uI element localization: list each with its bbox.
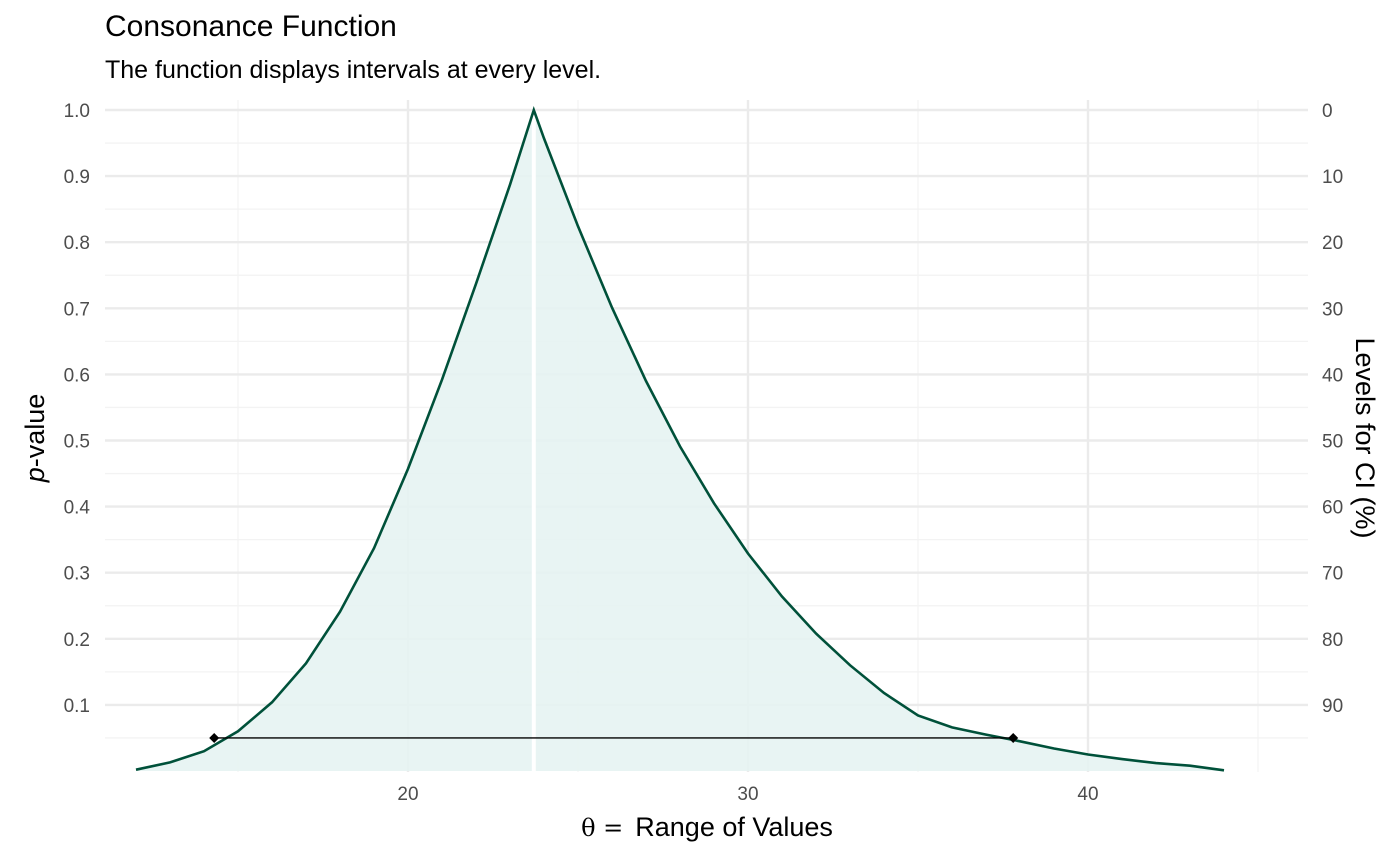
y-axis-title: p-value [20, 394, 50, 484]
y-tick-label: 0.6 [64, 365, 90, 386]
x-tick-label: 20 [397, 784, 418, 805]
x-axis-ticks: 20 30 40 [397, 784, 1098, 805]
x-tick-label: 40 [1077, 784, 1098, 805]
interval-lower-point [209, 732, 220, 743]
y2-axis-ticks: 0 10 20 30 40 50 60 70 80 90 [1322, 101, 1343, 717]
y-axis-title-rest: -value [20, 394, 50, 468]
interval-upper-point [1008, 732, 1019, 743]
y-tick-label: 0.3 [64, 564, 90, 585]
y-axis-ticks: 0.1 0.2 0.3 0.4 0.5 0.6 0.7 0.8 0.9 1.0 [64, 101, 91, 717]
consonance-curve [135, 105, 1225, 772]
interval-points [209, 732, 1019, 743]
y2-tick-label: 10 [1322, 167, 1343, 188]
y2-tick-label: 20 [1322, 233, 1343, 254]
chart-subtitle: The function displays intervals at every… [105, 56, 602, 84]
y2-tick-label: 60 [1322, 498, 1343, 519]
x-axis-title-text: Range of Values [635, 812, 833, 842]
y-tick-label: 0.7 [64, 299, 90, 320]
theta-symbol: θ = [581, 814, 623, 842]
y-tick-label: 0.5 [64, 432, 90, 453]
y2-tick-label: 50 [1322, 432, 1343, 453]
y-tick-label: 0.4 [64, 498, 91, 519]
y-tick-label: 0.8 [64, 233, 90, 254]
y2-axis-title: Levels for CI (%) [1350, 337, 1380, 538]
y2-tick-label: 40 [1322, 365, 1343, 386]
y-tick-label: 0.1 [64, 696, 90, 717]
y2-tick-label: 80 [1322, 630, 1343, 651]
chart-title: Consonance Function [105, 10, 397, 43]
y-tick-label: 0.2 [64, 630, 90, 651]
x-tick-label: 30 [737, 784, 758, 805]
consonance-area [136, 110, 1224, 771]
y2-tick-label: 70 [1322, 564, 1343, 585]
y-tick-label: 0.9 [64, 167, 90, 188]
y2-tick-label: 0 [1322, 101, 1333, 122]
y-tick-label: 1.0 [64, 101, 90, 122]
y2-tick-label: 90 [1322, 696, 1343, 717]
x-axis-title: θ = Range of Values [581, 812, 833, 842]
y-axis-title-italic: p [20, 467, 50, 483]
y2-tick-label: 30 [1322, 299, 1343, 320]
